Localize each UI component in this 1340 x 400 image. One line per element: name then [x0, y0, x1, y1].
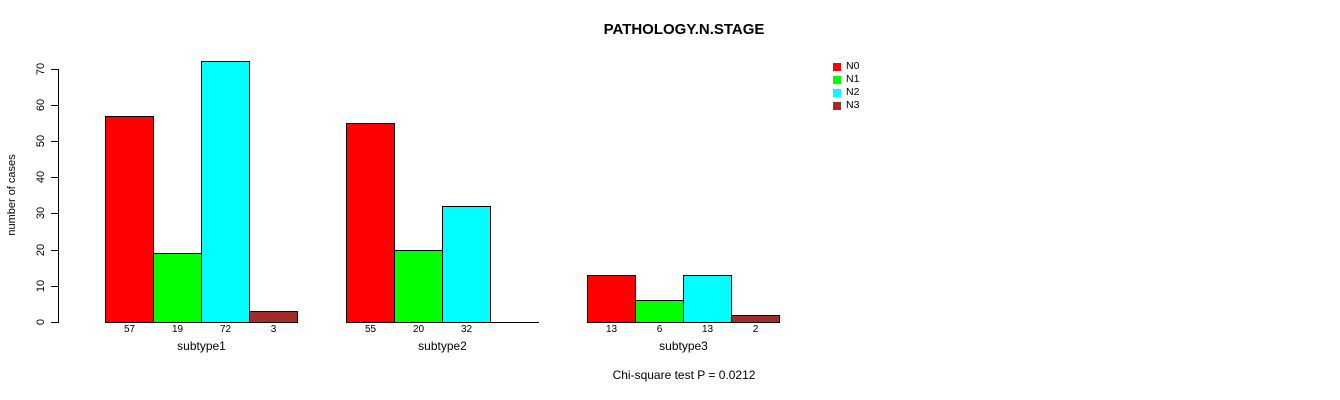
bar-value-label-subtype2-N1: 20 [412, 324, 425, 335]
legend-swatch-icon-N1 [833, 75, 841, 84]
bar-value-label-subtype1-N2: 72 [219, 324, 232, 335]
legend-swatch-icon-N3 [833, 101, 841, 110]
bar-value-label-subtype3-N3: 2 [752, 324, 759, 335]
legend-label-N2: N2 [846, 86, 860, 98]
y-axis-tick [51, 177, 58, 178]
legend-label-N3: N3 [846, 99, 860, 111]
bar-subtype1-N1 [153, 253, 202, 323]
y-axis-tick-label: 40 [35, 170, 47, 184]
bar-subtype1-N3 [249, 311, 298, 323]
bar-subtype2-N0 [346, 123, 395, 323]
y-axis-tick [51, 69, 58, 70]
bar-subtype3-N3 [731, 315, 780, 323]
bar-value-label-subtype3-N1: 6 [656, 324, 663, 335]
bar-subtype2-N2 [442, 206, 491, 323]
y-axis-tick-label: 60 [35, 98, 47, 112]
x-axis-category-label-subtype2: subtype2 [418, 339, 467, 353]
legend-row-N0: N0 [833, 60, 859, 73]
y-axis-tick-label: 20 [35, 243, 47, 257]
bar-subtype1-N2 [201, 61, 250, 323]
legend-row-N2: N2 [833, 86, 859, 99]
bar-value-label-subtype2-N2: 32 [460, 324, 473, 335]
x-axis-category-label-subtype1: subtype1 [177, 339, 226, 353]
chart-title: PATHOLOGY.N.STAGE [603, 21, 765, 38]
bar-value-label-subtype1-N1: 19 [171, 324, 184, 335]
legend-row-N3: N3 [833, 99, 859, 112]
y-axis-tick [51, 322, 58, 323]
legend-row-N1: N1 [833, 73, 859, 86]
y-axis-tick [51, 213, 58, 214]
x-axis-category-label-subtype3: subtype3 [659, 339, 708, 353]
bar-subtype1-N0 [105, 116, 154, 323]
y-axis-tick-label: 50 [35, 134, 47, 148]
legend-swatch-icon-N2 [833, 88, 841, 97]
y-axis-tick [51, 105, 58, 106]
legend-swatch-icon-N0 [833, 62, 841, 71]
bar-subtype3-N1 [635, 300, 684, 323]
y-axis-tick-label: 70 [35, 62, 47, 76]
y-axis-tick [51, 141, 58, 142]
bar-subtype3-N0 [587, 275, 636, 323]
bar-value-label-subtype3-N2: 13 [701, 324, 714, 335]
chi-square-annotation: Chi-square test P = 0.0212 [612, 368, 756, 382]
y-axis-tick-label: 10 [35, 279, 47, 293]
bar-value-label-subtype1-N0: 57 [123, 324, 136, 335]
legend-label-N0: N0 [846, 60, 860, 72]
legend: N0 N1 N2 N3 [833, 60, 859, 112]
y-axis-line [58, 69, 59, 323]
bar-value-label-subtype3-N0: 13 [605, 324, 618, 335]
bar-subtype2-N1 [394, 250, 443, 323]
y-axis-title: number of cases [6, 154, 18, 236]
legend-label-N1: N1 [846, 73, 860, 85]
y-axis-tick-label: 0 [35, 318, 47, 326]
bar-value-label-subtype2-N0: 55 [364, 324, 377, 335]
y-axis-tick [51, 250, 58, 251]
y-axis-tick [51, 286, 58, 287]
y-axis-tick-label: 30 [35, 206, 47, 220]
bar-subtype3-N2 [683, 275, 732, 323]
bar-value-label-subtype1-N3: 3 [270, 324, 277, 335]
